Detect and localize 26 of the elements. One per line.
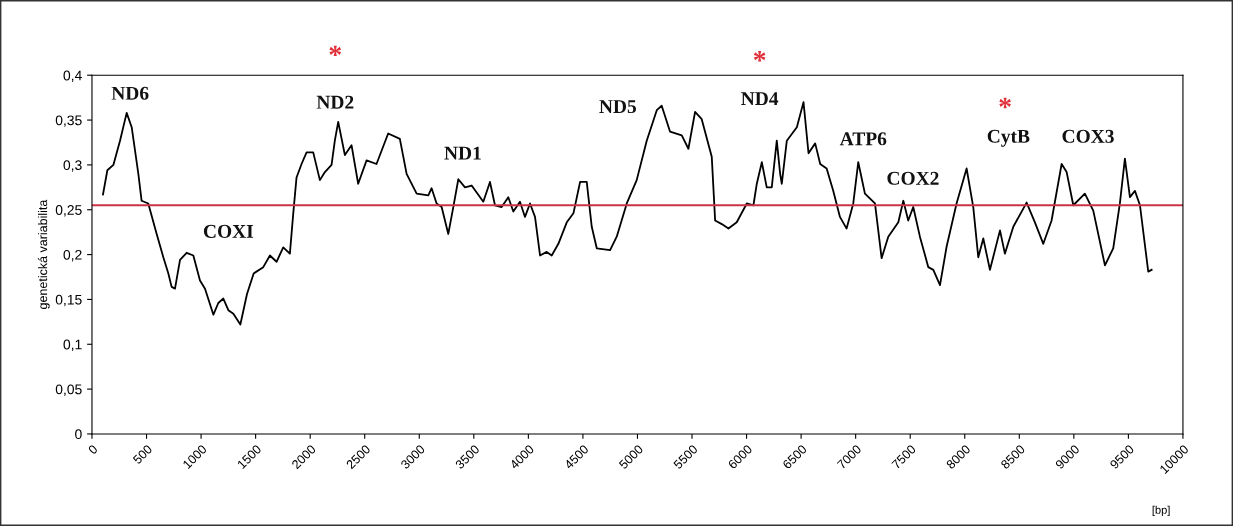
annotation: COXI	[203, 224, 254, 238]
annotation: ATP6	[839, 132, 887, 146]
annotation: ND2	[316, 95, 354, 109]
annotation: COX3	[1062, 129, 1114, 143]
annotation: ND4	[741, 92, 779, 106]
y-tick-label: 0,35	[55, 115, 82, 127]
annotation: *	[999, 97, 1011, 109]
annotation: CytB	[987, 129, 1030, 147]
y-tick-label: 0,1	[63, 339, 82, 352]
y-tick-label: 0,2	[63, 249, 82, 262]
y-tick-label: 0,3	[63, 160, 82, 172]
y-tick-label: 0,05	[55, 384, 82, 396]
x-tick-label: 0	[87, 444, 99, 455]
text: *	[753, 51, 766, 62]
y-tick-label: 0,25	[55, 205, 82, 217]
x-tick-label: 500	[132, 444, 153, 465]
y-axis-title: genetická variabilita	[37, 199, 50, 309]
annotation: ND1	[444, 146, 481, 160]
y-tick-label: 0	[75, 429, 82, 440]
text: *	[329, 45, 342, 57]
annotation: ND6	[111, 86, 149, 100]
annotation: COX2	[887, 171, 939, 185]
annotation: ND5	[599, 100, 637, 114]
y-tick-label: 0,4	[63, 70, 82, 83]
y-tick-label: 0,15	[55, 294, 82, 307]
x-axis-title: [bp]	[1152, 505, 1170, 517]
